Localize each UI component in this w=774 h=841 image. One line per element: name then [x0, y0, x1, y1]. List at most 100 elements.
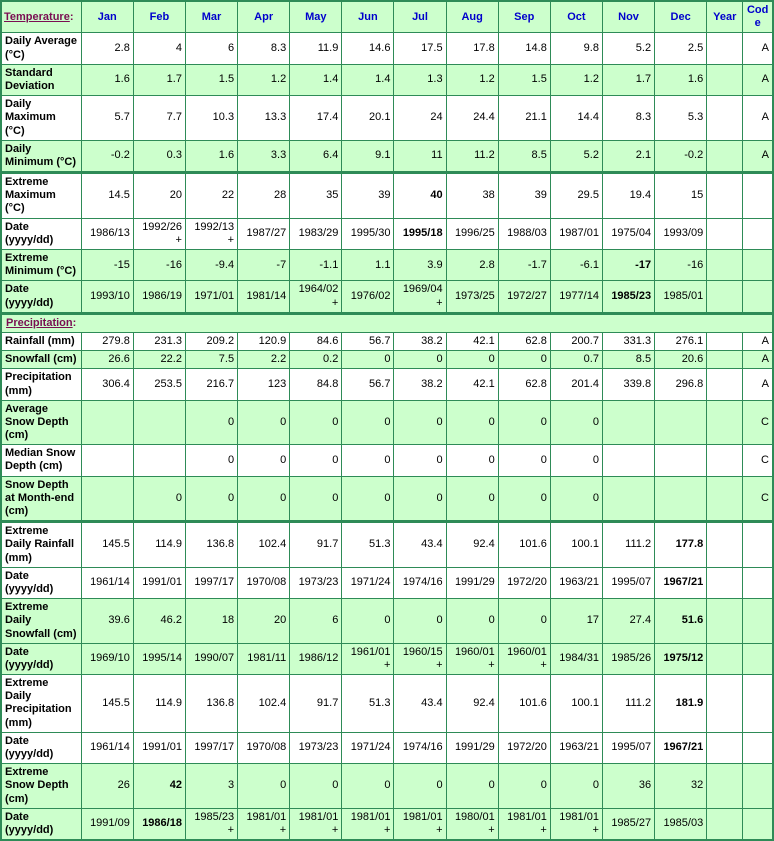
value-cell: 1967/21 [654, 566, 708, 600]
code-cell: A [742, 95, 774, 141]
temperature-link[interactable]: Temperature [4, 10, 70, 23]
value-cell: 7.5 [184, 350, 239, 370]
value-cell: 0 [497, 475, 551, 523]
value-cell: 209.2 [184, 331, 239, 352]
code-cell [742, 520, 774, 568]
value-cell: 1.3 [393, 63, 447, 97]
value-cell: 62.8 [497, 331, 551, 352]
value-cell: 24.4 [445, 95, 499, 141]
year-cell [706, 248, 744, 282]
value-cell: 0 [184, 444, 239, 477]
value-cell: 0 [445, 350, 499, 370]
value-cell: 136.8 [184, 520, 239, 568]
value-cell: 14.8 [497, 32, 551, 65]
value-cell: 1.2 [237, 63, 291, 97]
value-cell: 1.4 [341, 63, 395, 97]
value-cell: 14.5 [80, 171, 134, 219]
value-cell: 100.1 [549, 674, 603, 733]
value-cell: 1981/01+ [549, 807, 603, 841]
column-header-code: Code [742, 0, 774, 34]
value-cell: 216.7 [184, 368, 239, 401]
precipitation-link[interactable]: Precipitation [6, 316, 73, 329]
value-cell: 1972/27 [497, 280, 551, 314]
value-cell: 1976/02 [341, 280, 395, 314]
row-label: Date (yyyy/dd) [0, 642, 82, 676]
value-cell: 1990/07 [184, 642, 239, 676]
value-cell: 11.9 [289, 32, 343, 65]
value-cell: 1.5 [497, 63, 551, 97]
column-header-mar: Mar [184, 0, 239, 34]
value-cell: 38.2 [393, 368, 447, 401]
value-cell: 181.9 [654, 674, 708, 733]
value-cell: 27.4 [601, 598, 656, 644]
column-header-jun: Jun [341, 0, 395, 34]
value-cell: 40 [393, 171, 447, 219]
year-cell [706, 368, 744, 401]
value-cell: 136.8 [184, 674, 239, 733]
column-header-sep: Sep [497, 0, 551, 34]
table-row: Extreme Maximum (°C) 14.5 20 22 28 35 39 40 38 39… [0, 171, 774, 219]
year-cell [706, 171, 744, 219]
value-cell: 38 [445, 171, 499, 219]
value-cell [80, 399, 134, 446]
value-cell: 18 [184, 598, 239, 644]
value-cell: 1971/24 [341, 566, 395, 600]
value-cell: 111.2 [601, 674, 656, 733]
value-cell: 84.6 [289, 331, 343, 352]
column-header-dec: Dec [654, 0, 708, 34]
value-cell: 20.1 [341, 95, 395, 141]
value-cell: 1969/04+ [393, 280, 447, 314]
value-cell: 5.7 [80, 95, 134, 141]
table-row: Extreme Snow Depth (cm) 26 42 3 0 0 0 0 0 0 0 36 32 [0, 763, 774, 809]
value-cell: 1.4 [289, 63, 343, 97]
temperature-colon: : [69, 10, 74, 23]
table-row: Median Snow Depth (cm) 0 0 0 0 0 0 0 0 C [0, 444, 774, 477]
value-cell [654, 475, 708, 523]
year-cell [706, 807, 744, 841]
value-cell: 1973/23 [289, 566, 343, 600]
value-cell: 1991/01 [132, 731, 186, 765]
row-label: Date (yyyy/dd) [0, 807, 82, 841]
table-row: Extreme Daily Snowfall (cm) 39.6 46.2 18 20 6… [0, 598, 774, 644]
year-cell [706, 32, 744, 65]
value-cell: 6 [184, 32, 239, 65]
value-cell: 17.5 [393, 32, 447, 65]
value-cell: -9.4 [184, 248, 239, 282]
value-cell: 1970/08 [237, 566, 291, 600]
value-cell: -7 [237, 248, 291, 282]
value-cell: 9.1 [341, 139, 395, 174]
value-cell: 14.4 [549, 95, 603, 141]
row-label: Extreme Maximum (°C) [0, 171, 82, 219]
table-row: Daily Minimum (°C) -0.2 0.3 1.6 3.3 6.4 9.1 11 1… [0, 139, 774, 174]
value-cell: 17 [549, 598, 603, 644]
value-cell: 10.3 [184, 95, 239, 141]
value-cell: 1981/01+ [289, 807, 343, 841]
value-cell: 0 [341, 399, 395, 446]
precipitation-colon: : [72, 316, 77, 329]
value-cell: 123 [237, 368, 291, 401]
value-cell: 1988/03 [497, 217, 551, 251]
value-cell: 8.3 [601, 95, 656, 141]
value-cell: 0 [341, 598, 395, 644]
value-cell: -16 [654, 248, 708, 282]
value-cell: 92.4 [445, 520, 499, 568]
value-cell: 36 [601, 763, 656, 809]
value-cell: 92.4 [445, 674, 499, 733]
value-cell: 100.1 [549, 520, 603, 568]
value-cell: 1972/20 [497, 731, 551, 765]
value-cell: 46.2 [132, 598, 186, 644]
value-cell: 1975/12 [654, 642, 708, 676]
value-cell: 1972/20 [497, 566, 551, 600]
code-cell [742, 674, 774, 733]
value-cell: 7.7 [132, 95, 186, 141]
table-row: Rainfall (mm) 279.8 231.3 209.2 120.9 84.6 56.… [0, 331, 774, 352]
value-cell: 1.5 [184, 63, 239, 97]
table-row: Snowfall (cm) 26.6 22.2 7.5 2.2 0.2 0 0 0 0 0.7 8.5… [0, 350, 774, 370]
value-cell: 42.1 [445, 331, 499, 352]
column-header-nov: Nov [601, 0, 656, 34]
year-cell [706, 566, 744, 600]
value-cell: 1986/18 [132, 807, 186, 841]
value-cell: 84.8 [289, 368, 343, 401]
value-cell: 1961/14 [80, 731, 134, 765]
